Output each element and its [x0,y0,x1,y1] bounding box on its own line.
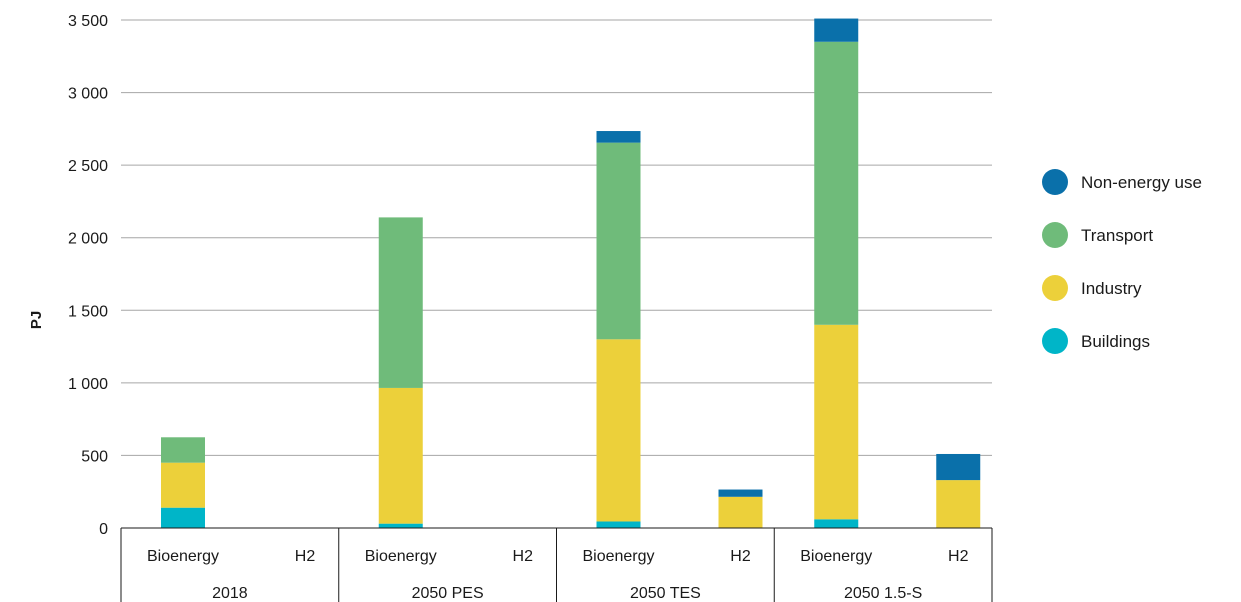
bar-segment [161,507,205,528]
bar-segment [596,142,641,340]
category-label: H2 [948,548,969,565]
bar-segment [161,437,205,463]
legend-item[interactable]: Non-energy use [1042,169,1202,195]
bar-segment [596,339,641,522]
x-axis: Bioenergy H2 2018 Bioenergy H2 2050 PES Bioene… [120,527,993,602]
category-label: Bioenergy [582,548,654,565]
bar-segment [378,523,423,528]
legend-label: Non-energy use [1081,173,1202,192]
y-tick-label: 1 500 [68,303,108,320]
category-label: Bioenergy [147,548,219,565]
group-label: 2050 PES [412,585,484,602]
y-tick-label: 2 500 [68,158,108,175]
legend[interactable]: Non-energy use Transport Industry Buildings [1042,169,1202,354]
group-label: 2050 1.5-S [844,585,922,602]
category-label: H2 [730,548,751,565]
bar-segment [814,41,859,325]
bar-segment [596,521,641,528]
bar-segment [936,453,981,481]
legend-swatch [1042,222,1068,248]
group-label: 2018 [212,585,248,602]
y-tick-label: 0 [99,521,108,538]
category-label: Bioenergy [365,548,437,565]
group-label: 2050 TES [630,585,701,602]
bar-segment [814,519,859,528]
y-tick-label: 500 [81,448,108,465]
legend-item[interactable]: Transport [1042,222,1153,248]
legend-label: Buildings [1081,332,1150,351]
legend-item[interactable]: Buildings [1042,328,1150,354]
bar-segment [596,131,641,143]
grid-layer [121,19,992,529]
y-tick-label: 2 000 [68,231,108,248]
legend-item[interactable]: Industry [1042,275,1142,301]
legend-swatch [1042,169,1068,195]
y-axis-title: PJ [28,311,45,329]
bars [161,18,981,528]
legend-swatch [1042,328,1068,354]
bar-segment [378,387,423,524]
legend-label: Industry [1081,279,1142,298]
bar-segment [378,217,423,388]
bar-segment [718,496,763,528]
y-tick-label: 3 500 [68,13,108,30]
category-label: H2 [513,548,534,565]
y-axis: 0 500 1 000 1 500 2 000 2 500 3 000 3 500 [68,13,108,538]
y-tick-label: 1 000 [68,376,108,393]
category-label: Bioenergy [800,548,872,565]
bar-segment [936,480,981,528]
bar-segment [814,18,859,42]
y-tick-label: 3 000 [68,86,108,103]
bar-segment [814,324,859,520]
legend-label: Transport [1081,226,1153,245]
category-label: H2 [295,548,316,565]
legend-swatch [1042,275,1068,301]
bar-segment [718,489,763,497]
bar-segment [161,462,205,508]
